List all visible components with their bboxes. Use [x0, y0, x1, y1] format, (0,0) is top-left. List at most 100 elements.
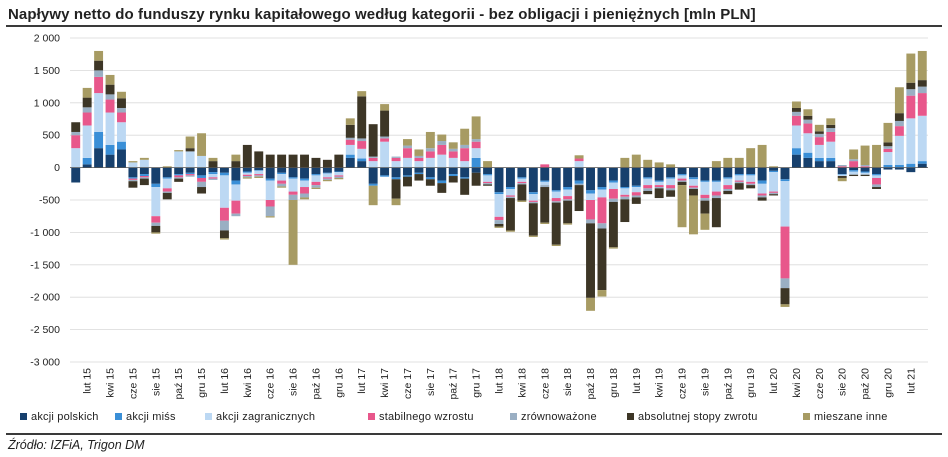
legend-label: mieszane inne	[814, 411, 888, 423]
bar-segment-6	[917, 80, 927, 87]
bar-segment-6	[185, 148, 195, 152]
bar-segment-6	[425, 179, 435, 186]
bar-segment-5	[414, 155, 424, 158]
bar-segment-5	[254, 175, 264, 177]
bar-segment-4	[71, 135, 81, 149]
bar-segment-3	[494, 194, 504, 217]
bar-segment-5	[334, 176, 344, 178]
bar-segment-7	[151, 232, 161, 234]
bar-segment-7	[288, 200, 298, 265]
bar-segment-1	[82, 164, 92, 168]
bar-segment-2	[277, 172, 287, 175]
bar-segment-4	[826, 131, 836, 142]
bar-segment-1	[117, 149, 126, 168]
bar-segment-6	[391, 179, 401, 199]
bar-segment-5	[265, 206, 275, 217]
bar-segment-7	[437, 134, 447, 142]
bar-segment-5	[162, 191, 172, 193]
bar-segment-1	[288, 167, 298, 178]
bar-segment-1	[403, 167, 412, 176]
bar-segment-1	[505, 167, 515, 188]
bar-segment-2	[803, 152, 813, 158]
bar-segment-7	[563, 223, 573, 225]
bar-segment-2	[437, 180, 447, 184]
bar-segment-4	[300, 187, 309, 194]
x-tick-label: lut 18	[494, 368, 506, 394]
bar-segment-7	[837, 177, 847, 182]
bar-segment-4	[197, 177, 207, 182]
bar-segment-6	[586, 223, 595, 298]
bar-segment-3	[460, 161, 470, 168]
bar-segment-5	[403, 145, 412, 149]
bar-segment-2	[185, 172, 195, 175]
bar-segment-2	[734, 174, 744, 176]
bar-segment-4	[242, 174, 252, 177]
bar-segment-4	[666, 185, 676, 189]
bar-segment-2	[357, 158, 367, 162]
bar-segment-6	[174, 178, 184, 182]
bar-segment-5	[288, 194, 298, 200]
legend-label: stabilnego wzrostu	[379, 411, 474, 423]
bar-segment-3	[849, 171, 859, 175]
bar-segment-2	[460, 177, 470, 179]
bar-segment-5	[597, 223, 607, 229]
bar-segment-3	[814, 144, 824, 158]
legend-swatch	[205, 413, 212, 420]
bar-segment-7	[471, 116, 481, 140]
bar-segment-6	[231, 161, 241, 168]
bar-segment-1	[574, 167, 584, 181]
source-note: Źródło: IZFiA, Trigon DM	[8, 438, 145, 452]
x-tick-label: kwi 19	[654, 368, 666, 398]
bar-segment-4	[837, 166, 847, 168]
bar-segment-5	[105, 94, 115, 100]
bar-segment-4	[917, 93, 927, 116]
bar-segment-6	[494, 223, 504, 227]
bar-segment-4	[803, 123, 813, 134]
bar-segment-3	[723, 178, 733, 186]
bar-segment-7	[654, 162, 664, 168]
x-tick-label: gru 16	[333, 368, 345, 398]
bar-segment-1	[620, 167, 630, 188]
bar-segment-5	[860, 165, 870, 167]
bar-segment-2	[483, 174, 493, 176]
bar-segment-5	[803, 119, 813, 124]
bar-segment-2	[265, 178, 275, 181]
bar-segment-2	[162, 177, 172, 179]
bar-segment-5	[837, 165, 847, 167]
bar-segment-1	[563, 167, 573, 188]
bar-segment-4	[700, 194, 710, 199]
chart-title: Napływy netto do funduszy rynku kapitało…	[8, 6, 756, 23]
bar-segment-5	[689, 187, 698, 189]
bar-segment-5	[711, 195, 721, 199]
bar-segment-5	[391, 156, 401, 158]
bar-segment-4	[128, 178, 138, 180]
title-rule	[6, 25, 942, 27]
bar-segment-7	[380, 104, 390, 111]
x-tick-label: lut 21	[905, 368, 917, 394]
bar-segment-4	[620, 194, 630, 197]
bar-segment-4	[357, 141, 367, 149]
bar-segment-5	[505, 196, 515, 199]
bar-segment-7	[803, 109, 813, 116]
bar-segment-3	[300, 180, 309, 188]
bar-segment-7	[586, 297, 595, 311]
bar-segment-2	[174, 174, 184, 176]
bar-segment-6	[780, 288, 790, 305]
bar-segment-2	[597, 187, 607, 190]
bar-segment-2	[345, 154, 355, 158]
bar-segment-1	[368, 167, 378, 184]
bar-segment-2	[105, 144, 115, 155]
bar-segment-4	[677, 178, 687, 181]
bar-segment-4	[403, 148, 412, 158]
x-tick-label: sie 18	[562, 368, 574, 396]
bar-segment-7	[666, 164, 676, 168]
bar-segment-7	[574, 155, 584, 159]
bar-segment-6	[826, 124, 836, 129]
bar-segment-6	[597, 228, 607, 291]
bar-segment-5	[906, 89, 916, 96]
x-tick-label: kwi 17	[379, 368, 391, 398]
y-tick-label: -2 500	[30, 324, 60, 336]
bar-segment-5	[174, 177, 184, 179]
bar-segment-3	[162, 178, 172, 189]
bar-segment-4	[517, 181, 527, 184]
